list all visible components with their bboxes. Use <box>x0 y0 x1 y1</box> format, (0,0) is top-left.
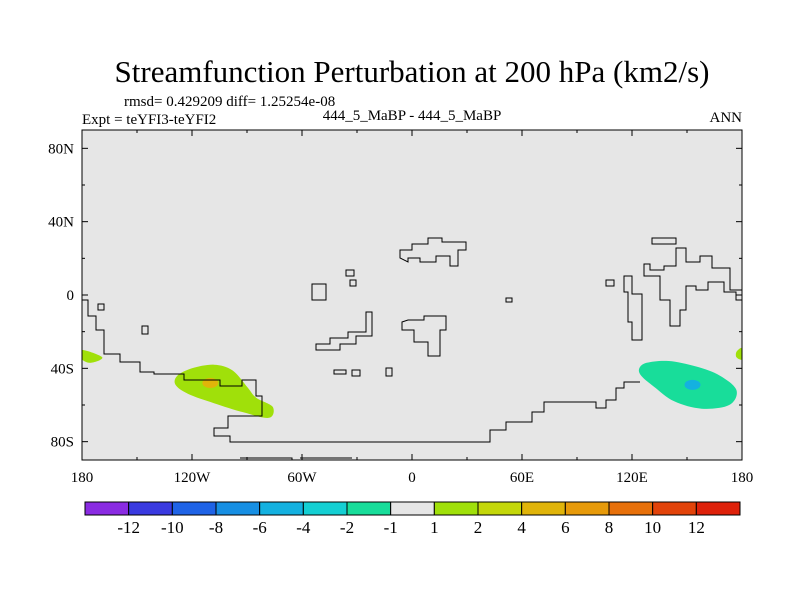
coastline-island-e <box>605 279 615 287</box>
map-background <box>82 130 742 460</box>
colorbar-swatch <box>477 501 523 516</box>
anomaly-region-1 <box>82 349 103 363</box>
coastline-islet-c <box>141 325 149 335</box>
colorbar-swatch <box>390 501 435 516</box>
anomaly-core-3 <box>684 379 701 390</box>
colorbar-swatch <box>215 501 261 516</box>
coastline-east-asia <box>643 247 742 327</box>
colorbar-swatch <box>128 501 173 516</box>
colorbar-swatch <box>84 501 130 516</box>
x-tick-label: 60W <box>287 470 317 486</box>
coastline-antarctica-edge <box>240 457 352 460</box>
coastline-indochina <box>623 275 643 341</box>
x-tick-label: 120E <box>616 470 648 486</box>
coastline-small-island-d <box>351 369 361 377</box>
coastline-mideast <box>315 311 373 351</box>
colorbar-swatch <box>302 501 348 516</box>
colorbar-label: -1 <box>384 518 398 537</box>
colorbar-swatch <box>346 501 392 516</box>
colorbar-label: 8 <box>605 518 614 537</box>
coastline-asia-north <box>651 237 677 245</box>
colorbar-label: 10 <box>644 518 661 537</box>
coastlines <box>82 237 742 460</box>
colorbar: -12 -10 -8 -6 -4 -2 -1 1 2 4 6 8 10 12 <box>84 501 741 537</box>
colorbar-label: -6 <box>253 518 267 537</box>
anomaly-region-0 <box>174 364 274 418</box>
colorbar-swatch <box>652 501 697 516</box>
colorbar-label: 6 <box>561 518 570 537</box>
colorbar-label: -8 <box>209 518 223 537</box>
colorbar-swatch <box>433 501 479 516</box>
stats-line: rmsd= 0.429209 diff= 1.25254e-08 <box>124 94 335 110</box>
center-label: 444_5_MaBP - 444_5_MaBP <box>323 108 502 124</box>
x-tick-label: 0 <box>408 470 416 486</box>
colorbar-label: -4 <box>296 518 311 537</box>
y-tick-label: 40S <box>51 361 74 377</box>
colorbar-swatch <box>608 501 654 516</box>
colorbar-swatch <box>171 501 217 516</box>
expt-label: Expt = teYFI3-teYFI2 <box>82 112 216 128</box>
colorbar-swatch <box>521 501 566 516</box>
colorbar-label: 12 <box>688 518 705 537</box>
season-label: ANN <box>710 110 743 126</box>
colorbar-label: -12 <box>117 518 140 537</box>
colorbar-label: -2 <box>340 518 354 537</box>
colorbar-swatch <box>695 501 741 516</box>
x-tick-label: 60E <box>510 470 534 486</box>
coastline-small-island-e <box>385 367 393 377</box>
x-tick-label: 120W <box>174 470 212 486</box>
colorbar-label: -10 <box>161 518 184 537</box>
anomaly-region-2 <box>735 347 742 360</box>
coastline-small-island-a <box>345 269 355 277</box>
y-tick-label: 0 <box>67 288 75 304</box>
coastline-mediterranean <box>311 283 327 301</box>
colorbar-label: 2 <box>474 518 483 537</box>
coastline-small-island-c <box>333 369 347 375</box>
colorbar-label: 1 <box>430 518 439 537</box>
coastline-islet <box>505 297 513 303</box>
y-tick-label: 80N <box>48 141 74 157</box>
colorbar-swatch <box>564 501 610 516</box>
y-tick-label: 80S <box>51 435 74 451</box>
anomaly-fills <box>82 347 742 418</box>
coastline-small-island-b <box>349 279 357 287</box>
coastline-africa-europe <box>399 237 467 267</box>
chart-title: Streamfunction Perturbation at 200 hPa (… <box>115 54 710 89</box>
y-tick-label: 40N <box>48 215 74 231</box>
colorbar-swatch <box>259 501 304 516</box>
coastline-americas-south <box>82 299 640 443</box>
coastline-islet-b <box>97 303 105 311</box>
x-tick-label: 180 <box>71 470 94 486</box>
coastline-india-arabia <box>401 315 447 357</box>
colorbar-label: 4 <box>517 518 526 537</box>
x-tick-label: 180 <box>731 470 754 486</box>
y-axis: 80N 40N 0 40S 80S <box>48 141 742 451</box>
x-axis: 180 120W 60W 0 60E 120E 180 <box>71 130 754 486</box>
